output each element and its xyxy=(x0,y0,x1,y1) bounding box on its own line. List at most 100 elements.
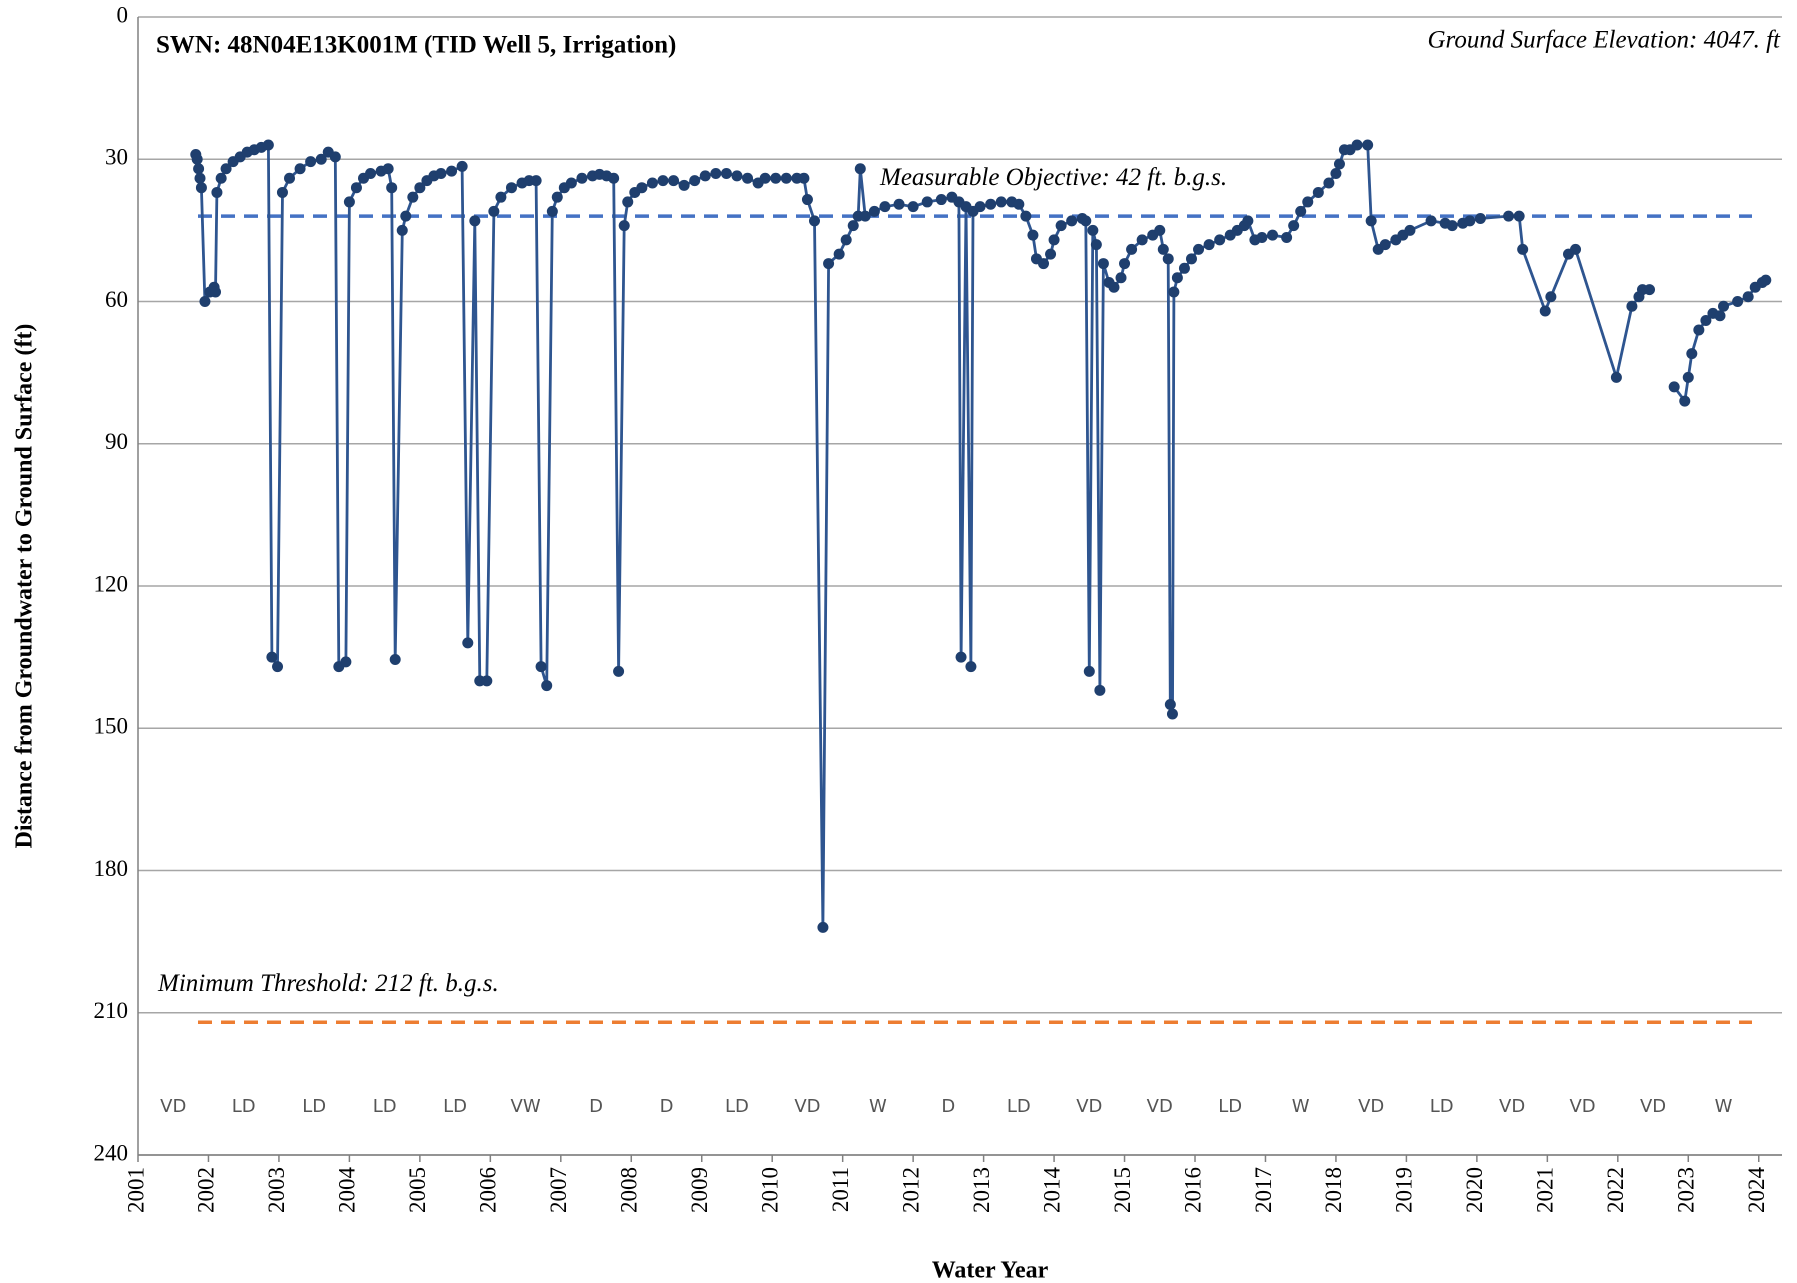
year-type-label: LD xyxy=(232,1096,256,1117)
data-point xyxy=(1668,381,1680,393)
data-point xyxy=(1714,310,1726,322)
data-point xyxy=(294,163,306,175)
data-point xyxy=(1020,210,1032,222)
data-point xyxy=(1362,139,1374,151)
data-point xyxy=(350,182,362,194)
data-point xyxy=(400,210,412,222)
data-point xyxy=(618,220,630,232)
data-point xyxy=(995,196,1007,208)
data-point xyxy=(1083,665,1095,677)
data-point xyxy=(731,170,743,182)
data-point xyxy=(965,661,977,673)
x-tick-label: 2020 xyxy=(1462,1167,1487,1213)
x-tick-label: 2014 xyxy=(1039,1167,1064,1214)
y-tick-label: 90 xyxy=(105,429,128,454)
year-type-label: LD xyxy=(1430,1096,1454,1117)
x-tick-label: 2001 xyxy=(123,1167,148,1213)
data-point xyxy=(1295,205,1307,217)
data-point xyxy=(1446,220,1458,232)
year-type-label: LD xyxy=(443,1096,467,1117)
data-point xyxy=(1425,215,1437,227)
x-tick-label: 2006 xyxy=(476,1167,501,1213)
x-tick-label: 2024 xyxy=(1744,1167,1769,1214)
data-point xyxy=(1136,234,1148,246)
data-point xyxy=(1013,198,1025,210)
data-point xyxy=(1087,224,1099,236)
data-point xyxy=(1185,253,1197,265)
data-point xyxy=(1323,177,1335,189)
data-point xyxy=(1267,229,1279,241)
data-point xyxy=(1045,248,1057,260)
reference-label: Minimum Threshold: 212 ft. b.g.s. xyxy=(157,970,499,997)
data-point xyxy=(1693,324,1705,336)
year-type-label: W xyxy=(1292,1096,1310,1117)
data-point xyxy=(193,163,205,175)
data-point xyxy=(535,661,547,673)
data-point xyxy=(798,172,810,184)
year-type-label: VW xyxy=(511,1096,541,1117)
x-tick-label: 2002 xyxy=(194,1167,219,1213)
data-point xyxy=(1038,258,1050,270)
data-point xyxy=(505,182,517,194)
data-point xyxy=(742,172,754,184)
data-point xyxy=(955,651,967,663)
data-point xyxy=(456,160,468,172)
data-point xyxy=(481,675,493,687)
data-point xyxy=(1108,281,1120,293)
data-point xyxy=(1157,243,1169,255)
data-point xyxy=(1288,220,1300,232)
data-point xyxy=(1610,371,1622,383)
year-type-label: D xyxy=(589,1096,603,1117)
data-point xyxy=(1214,234,1226,246)
data-point xyxy=(646,177,658,189)
data-point xyxy=(622,196,634,208)
x-tick-label: 2007 xyxy=(546,1167,571,1213)
data-point xyxy=(935,194,947,206)
year-type-label: LD xyxy=(373,1096,397,1117)
data-point xyxy=(1097,258,1109,270)
x-tick-label: 2019 xyxy=(1392,1167,1417,1213)
year-type-label: LD xyxy=(1218,1096,1242,1117)
x-tick-label: 2016 xyxy=(1180,1167,1205,1213)
data-point xyxy=(1203,239,1215,251)
data-point xyxy=(1351,139,1363,151)
data-point xyxy=(469,215,481,227)
data-point xyxy=(780,172,792,184)
y-tick-label: 30 xyxy=(105,145,128,170)
year-type-label: VD xyxy=(1499,1096,1525,1117)
data-point xyxy=(1166,708,1178,720)
data-point xyxy=(1094,684,1106,696)
data-point xyxy=(305,156,317,168)
data-point xyxy=(1055,220,1067,232)
data-point xyxy=(194,172,206,184)
data-point xyxy=(396,224,408,236)
x-tick-label: 2005 xyxy=(405,1167,430,1213)
data-point xyxy=(1732,296,1744,307)
data-point xyxy=(868,205,880,217)
data-point xyxy=(1365,215,1377,227)
data-point xyxy=(284,172,296,184)
data-point xyxy=(847,220,859,232)
data-point xyxy=(808,215,820,227)
data-point xyxy=(488,205,500,217)
data-point xyxy=(1193,243,1205,255)
x-tick-label: 2004 xyxy=(335,1167,360,1214)
data-point xyxy=(1164,699,1176,711)
data-point xyxy=(1474,213,1486,225)
data-point xyxy=(1742,291,1754,303)
x-tick-label: 2009 xyxy=(687,1167,712,1213)
data-point xyxy=(833,248,845,260)
data-point xyxy=(1760,274,1772,286)
x-tick-label: 2015 xyxy=(1110,1167,1135,1213)
data-point xyxy=(343,196,355,208)
data-point xyxy=(823,258,835,270)
y-tick-label: 60 xyxy=(105,287,128,312)
data-point xyxy=(414,182,426,194)
data-point xyxy=(668,175,680,187)
data-point xyxy=(608,172,620,184)
x-tick-label: 2011 xyxy=(828,1167,853,1212)
data-point xyxy=(1682,371,1694,383)
x-tick-label: 2022 xyxy=(1603,1167,1628,1213)
data-point xyxy=(565,177,577,189)
